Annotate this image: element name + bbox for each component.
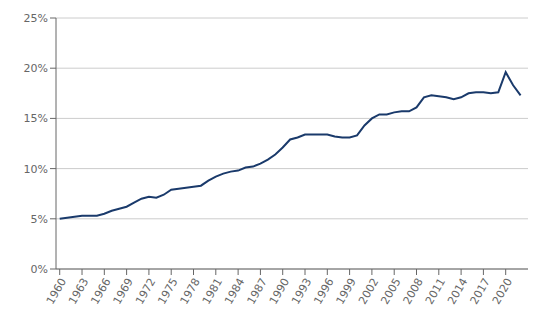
svg-text:15%: 15% — [24, 112, 48, 125]
svg-text:2011: 2011 — [423, 276, 448, 307]
svg-text:1993: 1993 — [289, 276, 314, 307]
svg-text:1969: 1969 — [111, 276, 136, 307]
svg-text:1987: 1987 — [245, 276, 270, 307]
svg-text:2005: 2005 — [378, 276, 403, 307]
svg-text:2017: 2017 — [468, 276, 493, 307]
svg-text:10%: 10% — [24, 163, 48, 176]
svg-text:1972: 1972 — [133, 276, 158, 307]
svg-text:1981: 1981 — [200, 276, 225, 307]
svg-text:2002: 2002 — [356, 276, 381, 307]
svg-text:1990: 1990 — [267, 276, 292, 307]
svg-text:2020: 2020 — [490, 276, 515, 307]
svg-text:1966: 1966 — [88, 276, 113, 307]
svg-text:0%: 0% — [31, 263, 48, 276]
svg-text:1984: 1984 — [222, 276, 247, 307]
svg-text:1960: 1960 — [44, 276, 69, 307]
svg-text:20%: 20% — [24, 62, 48, 75]
svg-text:25%: 25% — [24, 12, 48, 25]
svg-text:2014: 2014 — [445, 276, 470, 307]
svg-text:1996: 1996 — [311, 276, 336, 307]
svg-text:2008: 2008 — [401, 276, 426, 307]
svg-text:1963: 1963 — [66, 276, 91, 307]
svg-text:5%: 5% — [31, 213, 48, 226]
svg-text:1978: 1978 — [178, 276, 203, 307]
svg-text:1999: 1999 — [334, 276, 359, 307]
svg-text:1975: 1975 — [155, 276, 180, 307]
